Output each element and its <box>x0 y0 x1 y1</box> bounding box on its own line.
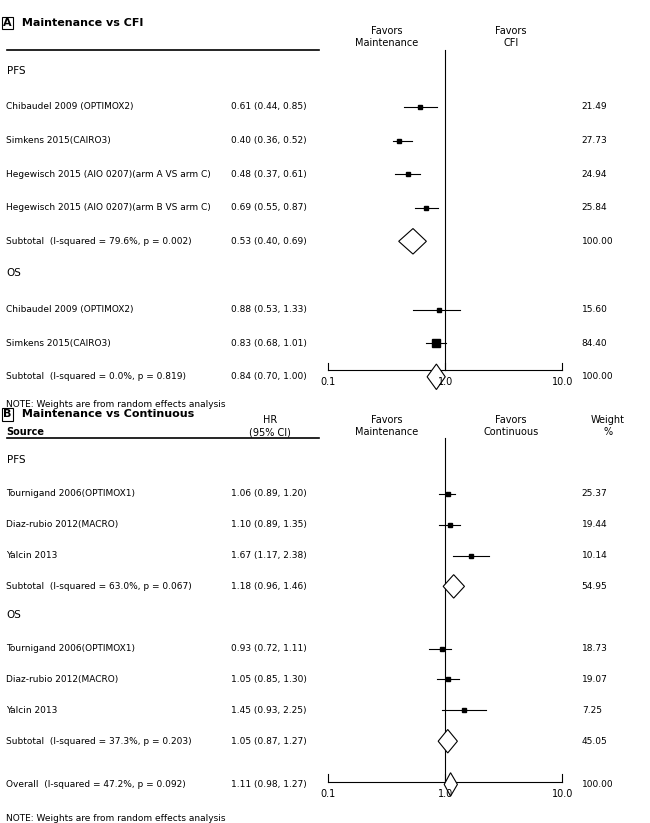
Polygon shape <box>443 574 465 598</box>
Text: 1.67 (1.17, 2.38): 1.67 (1.17, 2.38) <box>231 551 307 560</box>
Text: 1.05 (0.87, 1.27): 1.05 (0.87, 1.27) <box>231 737 307 746</box>
Text: 0.53 (0.40, 0.69): 0.53 (0.40, 0.69) <box>231 237 307 246</box>
Text: Favors
CFI: Favors CFI <box>495 26 526 48</box>
Text: 0.83 (0.68, 1.01): 0.83 (0.68, 1.01) <box>231 339 307 348</box>
Text: 1.10 (0.89, 1.35): 1.10 (0.89, 1.35) <box>231 520 307 529</box>
Text: Hegewisch 2015 (AIO 0207)(arm B VS arm C): Hegewisch 2015 (AIO 0207)(arm B VS arm C… <box>6 203 211 212</box>
Text: 24.94: 24.94 <box>582 170 607 179</box>
Text: Yalcin 2013: Yalcin 2013 <box>6 551 58 560</box>
Text: Tournigand 2006(OPTIMOX1): Tournigand 2006(OPTIMOX1) <box>6 490 135 498</box>
Text: B: B <box>3 410 12 420</box>
Text: Maintenance vs CFI: Maintenance vs CFI <box>18 18 144 28</box>
Text: 0.1: 0.1 <box>320 377 336 387</box>
Text: 0.1: 0.1 <box>320 789 336 799</box>
Text: OS: OS <box>6 610 21 620</box>
Text: Simkens 2015(CAIRO3): Simkens 2015(CAIRO3) <box>6 339 111 348</box>
Text: 100.00: 100.00 <box>582 780 614 789</box>
Text: OS: OS <box>6 268 21 278</box>
Text: Hegewisch 2015 (AIO 0207)(arm A VS arm C): Hegewisch 2015 (AIO 0207)(arm A VS arm C… <box>6 170 211 179</box>
Text: 10.0: 10.0 <box>552 377 573 387</box>
Text: Yalcin 2013: Yalcin 2013 <box>6 706 58 715</box>
Text: Tournigand 2006(OPTIMOX1): Tournigand 2006(OPTIMOX1) <box>6 644 135 653</box>
Text: 45.05: 45.05 <box>582 737 608 746</box>
Text: Subtotal  (I-squared = 63.0%, p = 0.067): Subtotal (I-squared = 63.0%, p = 0.067) <box>6 582 192 591</box>
Polygon shape <box>398 229 426 254</box>
Text: Source: Source <box>6 427 44 437</box>
Text: 7.25: 7.25 <box>582 706 602 715</box>
Text: NOTE: Weights are from random effects analysis: NOTE: Weights are from random effects an… <box>6 814 226 823</box>
Text: 1.0: 1.0 <box>437 377 453 387</box>
Polygon shape <box>444 773 458 796</box>
Text: 0.61 (0.44, 0.85): 0.61 (0.44, 0.85) <box>231 103 306 111</box>
Text: 1.05 (0.85, 1.30): 1.05 (0.85, 1.30) <box>231 675 307 684</box>
Text: 0.93 (0.72, 1.11): 0.93 (0.72, 1.11) <box>231 644 307 653</box>
Text: 10.14: 10.14 <box>582 551 608 560</box>
Text: Subtotal  (I-squared = 37.3%, p = 0.203): Subtotal (I-squared = 37.3%, p = 0.203) <box>6 737 192 746</box>
Text: 25.84: 25.84 <box>582 203 607 212</box>
Text: Favors
Continuous: Favors Continuous <box>484 416 539 437</box>
Text: 0.84 (0.70, 1.00): 0.84 (0.70, 1.00) <box>231 372 307 381</box>
Text: Chibaudel 2009 (OPTIMOX2): Chibaudel 2009 (OPTIMOX2) <box>6 305 134 314</box>
Text: 0.48 (0.37, 0.61): 0.48 (0.37, 0.61) <box>231 170 307 179</box>
Polygon shape <box>427 364 445 389</box>
Text: Subtotal  (I-squared = 79.6%, p = 0.002): Subtotal (I-squared = 79.6%, p = 0.002) <box>6 237 192 246</box>
Text: 21.49: 21.49 <box>582 103 607 111</box>
Text: Chibaudel 2009 (OPTIMOX2): Chibaudel 2009 (OPTIMOX2) <box>6 103 134 111</box>
Text: 15.60: 15.60 <box>582 305 608 314</box>
Text: Maintenance vs Continuous: Maintenance vs Continuous <box>18 410 194 420</box>
Text: Diaz-rubio 2012(MACRO): Diaz-rubio 2012(MACRO) <box>6 520 119 529</box>
Text: 1.06 (0.89, 1.20): 1.06 (0.89, 1.20) <box>231 490 307 498</box>
Text: HR
(95% CI): HR (95% CI) <box>249 416 291 437</box>
Text: Weight
%: Weight % <box>591 416 625 437</box>
Text: 19.44: 19.44 <box>582 520 607 529</box>
Text: 1.11 (0.98, 1.27): 1.11 (0.98, 1.27) <box>231 780 307 789</box>
Text: Diaz-rubio 2012(MACRO): Diaz-rubio 2012(MACRO) <box>6 675 119 684</box>
Text: 84.40: 84.40 <box>582 339 607 348</box>
Text: Simkens 2015(CAIRO3): Simkens 2015(CAIRO3) <box>6 136 111 145</box>
Text: 1.18 (0.96, 1.46): 1.18 (0.96, 1.46) <box>231 582 307 591</box>
Text: Subtotal  (I-squared = 0.0%, p = 0.819): Subtotal (I-squared = 0.0%, p = 0.819) <box>6 372 187 381</box>
Text: 54.95: 54.95 <box>582 582 608 591</box>
Text: Overall  (I-squared = 47.2%, p = 0.092): Overall (I-squared = 47.2%, p = 0.092) <box>6 780 187 789</box>
Text: PFS: PFS <box>6 454 25 465</box>
Text: 18.73: 18.73 <box>582 644 608 653</box>
Polygon shape <box>438 729 458 753</box>
Text: 100.00: 100.00 <box>582 372 614 381</box>
Text: 1.45 (0.93, 2.25): 1.45 (0.93, 2.25) <box>231 706 306 715</box>
Text: 0.40 (0.36, 0.52): 0.40 (0.36, 0.52) <box>231 136 306 145</box>
Text: PFS: PFS <box>6 66 25 76</box>
Text: 0.69 (0.55, 0.87): 0.69 (0.55, 0.87) <box>231 203 307 212</box>
Text: 19.07: 19.07 <box>582 675 608 684</box>
Text: A: A <box>3 18 12 28</box>
Text: 0.88 (0.53, 1.33): 0.88 (0.53, 1.33) <box>231 305 307 314</box>
Text: 10.0: 10.0 <box>552 789 573 799</box>
Text: Favors
Maintenance: Favors Maintenance <box>355 416 419 437</box>
Text: 1.0: 1.0 <box>437 789 453 799</box>
Text: 100.00: 100.00 <box>582 237 614 246</box>
Text: 27.73: 27.73 <box>582 136 608 145</box>
Text: 25.37: 25.37 <box>582 490 608 498</box>
Text: NOTE: Weights are from random effects analysis: NOTE: Weights are from random effects an… <box>6 400 226 409</box>
Text: Favors
Maintenance: Favors Maintenance <box>355 26 419 48</box>
